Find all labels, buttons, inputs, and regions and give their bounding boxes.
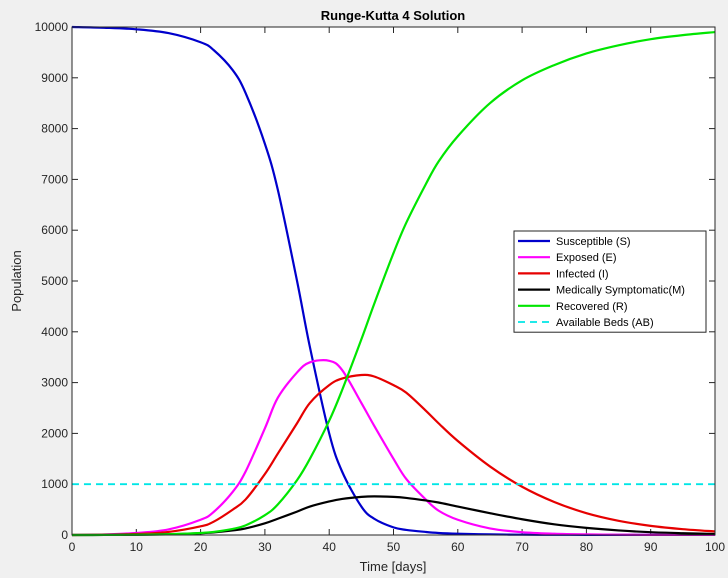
x-tick-label: 60 (451, 540, 465, 554)
y-tick-label: 6000 (41, 223, 68, 237)
y-tick-label: 10000 (35, 20, 69, 34)
legend-entry: Available Beds (AB) (556, 317, 654, 329)
x-axis-label: Time [days] (360, 559, 427, 574)
y-tick-label: 9000 (41, 71, 68, 85)
y-tick-label: 2000 (41, 426, 68, 440)
legend-entry: Susceptible (S) (556, 236, 631, 248)
legend-entry: Infected (I) (556, 268, 609, 280)
series-line-recovered-r (71, 30, 716, 537)
x-tick-label: 40 (323, 540, 337, 554)
legend-entry: Exposed (E) (556, 252, 617, 264)
series-line-exposed-e (71, 359, 716, 537)
legend-box (513, 230, 707, 333)
y-axis-label: Population (9, 250, 24, 311)
y-tick-label: 7000 (41, 172, 68, 186)
x-tick-label: 0 (69, 540, 76, 554)
legend-entry: Recovered (R) (556, 301, 628, 313)
axis-ticks: 0 10 20 30 40 50 60 70 80 90 100010002000300040005… (35, 20, 726, 554)
x-tick-label: 20 (194, 540, 208, 554)
series-line-infected-i (71, 373, 716, 537)
x-tick-label: 50 (387, 540, 401, 554)
x-tick-label: 100 (705, 540, 725, 554)
y-tick-label: 3000 (41, 376, 68, 390)
legend: Susceptible (S) Exposed (E) Infected (I) Me… (513, 230, 707, 333)
x-tick-label: 80 (580, 540, 594, 554)
x-tick-label: 70 (515, 540, 529, 554)
x-tick-label: 10 (130, 540, 144, 554)
x-tick-label: 30 (258, 540, 272, 554)
y-tick-label: 1000 (41, 477, 68, 491)
y-tick-label: 4000 (41, 325, 68, 339)
y-tick-label: 0 (61, 528, 68, 542)
x-tick-label: 90 (644, 540, 658, 554)
y-tick-label: 8000 (41, 122, 68, 136)
chart-title: Runge-Kutta 4 Solution (321, 8, 465, 23)
legend-entry: Medically Symptomatic(M) (556, 285, 685, 297)
y-tick-label: 5000 (41, 274, 68, 288)
plot-frame (71, 26, 716, 536)
